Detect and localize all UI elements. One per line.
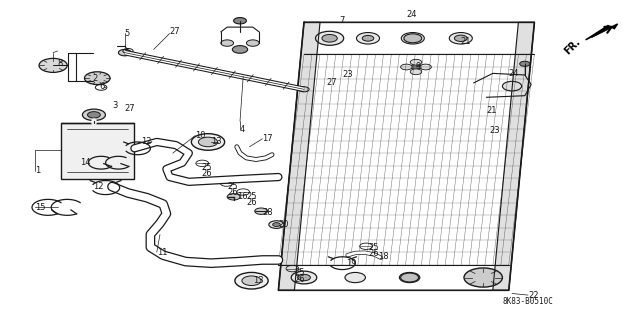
Circle shape bbox=[404, 275, 415, 280]
Circle shape bbox=[232, 46, 248, 53]
Circle shape bbox=[401, 273, 419, 282]
Circle shape bbox=[356, 33, 380, 44]
Circle shape bbox=[420, 64, 431, 70]
Circle shape bbox=[191, 134, 225, 150]
Text: 16: 16 bbox=[237, 192, 248, 201]
Text: 15: 15 bbox=[35, 203, 45, 212]
Text: 9: 9 bbox=[416, 63, 421, 71]
Text: 8K83-B0510C: 8K83-B0510C bbox=[502, 297, 553, 306]
Circle shape bbox=[454, 35, 467, 41]
Circle shape bbox=[221, 40, 234, 46]
Circle shape bbox=[345, 272, 365, 283]
Circle shape bbox=[255, 208, 268, 214]
Text: 13: 13 bbox=[253, 276, 264, 285]
Circle shape bbox=[299, 87, 309, 92]
Polygon shape bbox=[493, 22, 534, 290]
Text: 12: 12 bbox=[141, 137, 151, 146]
Circle shape bbox=[39, 58, 67, 72]
Text: 18: 18 bbox=[378, 252, 388, 261]
Text: 14: 14 bbox=[80, 158, 90, 167]
Text: 23: 23 bbox=[342, 70, 353, 79]
Circle shape bbox=[83, 109, 106, 121]
Circle shape bbox=[502, 81, 522, 91]
Text: 25: 25 bbox=[246, 192, 257, 201]
Text: 13: 13 bbox=[211, 137, 222, 146]
Circle shape bbox=[410, 59, 422, 65]
Circle shape bbox=[449, 33, 472, 44]
Text: 19: 19 bbox=[346, 259, 356, 268]
Text: 21: 21 bbox=[486, 106, 497, 115]
Circle shape bbox=[198, 137, 218, 147]
Polygon shape bbox=[586, 24, 618, 40]
Circle shape bbox=[235, 272, 268, 289]
Circle shape bbox=[399, 272, 420, 283]
Text: 21: 21 bbox=[461, 37, 471, 46]
Text: 25: 25 bbox=[202, 163, 212, 172]
Text: 12: 12 bbox=[93, 182, 103, 191]
Text: 11: 11 bbox=[157, 248, 167, 256]
Text: 7: 7 bbox=[339, 16, 344, 25]
Circle shape bbox=[520, 61, 530, 66]
Bar bbox=[61, 123, 134, 179]
Circle shape bbox=[118, 49, 131, 56]
Polygon shape bbox=[278, 22, 320, 290]
Circle shape bbox=[401, 64, 412, 70]
Text: 24: 24 bbox=[509, 69, 519, 78]
Text: 25: 25 bbox=[294, 268, 305, 277]
Circle shape bbox=[411, 64, 421, 70]
Text: 28: 28 bbox=[262, 208, 273, 217]
Text: 26: 26 bbox=[368, 249, 379, 258]
Circle shape bbox=[406, 35, 419, 41]
Circle shape bbox=[316, 31, 344, 45]
Text: 27: 27 bbox=[125, 104, 136, 113]
Circle shape bbox=[404, 34, 422, 43]
Circle shape bbox=[362, 35, 374, 41]
Circle shape bbox=[464, 268, 502, 287]
Text: FR.: FR. bbox=[563, 36, 582, 56]
Circle shape bbox=[88, 112, 100, 118]
Circle shape bbox=[242, 276, 261, 286]
Circle shape bbox=[401, 33, 424, 44]
Circle shape bbox=[227, 194, 240, 200]
Text: 26: 26 bbox=[294, 275, 305, 284]
Circle shape bbox=[298, 274, 310, 281]
Text: 27: 27 bbox=[170, 27, 180, 36]
Text: 26: 26 bbox=[202, 169, 212, 178]
Text: 26: 26 bbox=[246, 198, 257, 207]
Text: 24: 24 bbox=[406, 10, 417, 19]
Circle shape bbox=[410, 69, 422, 75]
Text: 2: 2 bbox=[93, 74, 98, 83]
Text: 6: 6 bbox=[99, 82, 104, 91]
Text: 17: 17 bbox=[262, 134, 273, 143]
Circle shape bbox=[234, 18, 246, 24]
Text: 22: 22 bbox=[528, 291, 538, 300]
Text: 25: 25 bbox=[227, 182, 237, 191]
Text: 4: 4 bbox=[240, 125, 245, 134]
Circle shape bbox=[322, 34, 337, 42]
Text: 25: 25 bbox=[368, 243, 378, 252]
Circle shape bbox=[273, 223, 280, 226]
Text: 26: 26 bbox=[227, 189, 238, 197]
Text: 8: 8 bbox=[58, 59, 63, 68]
Circle shape bbox=[269, 221, 284, 228]
Text: 1: 1 bbox=[35, 166, 40, 175]
Circle shape bbox=[291, 271, 317, 284]
Text: 3: 3 bbox=[112, 101, 117, 110]
Text: 10: 10 bbox=[195, 131, 205, 140]
Circle shape bbox=[246, 40, 259, 46]
Text: 20: 20 bbox=[278, 220, 289, 229]
Circle shape bbox=[84, 72, 110, 85]
Text: 27: 27 bbox=[326, 78, 337, 87]
Text: 23: 23 bbox=[490, 126, 500, 135]
Text: 5: 5 bbox=[125, 29, 130, 38]
